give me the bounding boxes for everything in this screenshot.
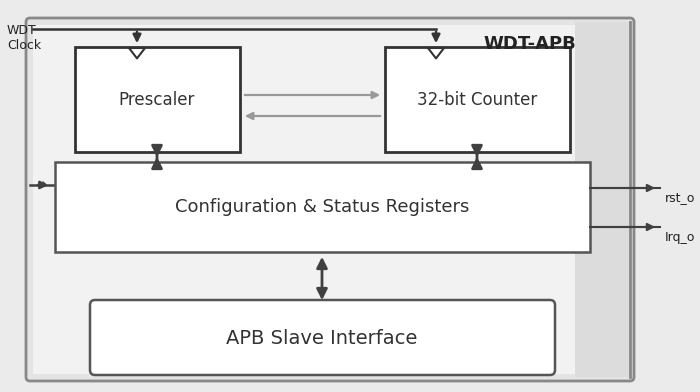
- FancyBboxPatch shape: [90, 300, 555, 375]
- Bar: [55, 162, 590, 252]
- Text: WDT
Clock: WDT Clock: [7, 24, 41, 52]
- Text: Configuration & Status Registers: Configuration & Status Registers: [175, 198, 469, 216]
- Text: Irq_o: Irq_o: [665, 230, 695, 243]
- Text: rst_o: rst_o: [665, 192, 695, 205]
- Bar: [33, 25, 627, 374]
- Text: WDT-APB: WDT-APB: [484, 35, 576, 53]
- Text: 32-bit Counter: 32-bit Counter: [417, 91, 537, 109]
- Bar: [385, 47, 570, 152]
- Text: APB Slave Interface: APB Slave Interface: [226, 328, 418, 347]
- FancyBboxPatch shape: [26, 18, 634, 381]
- Bar: [75, 47, 240, 152]
- Text: »: »: [38, 178, 47, 192]
- Text: Prescaler: Prescaler: [119, 91, 195, 109]
- Bar: [575, 22, 630, 377]
